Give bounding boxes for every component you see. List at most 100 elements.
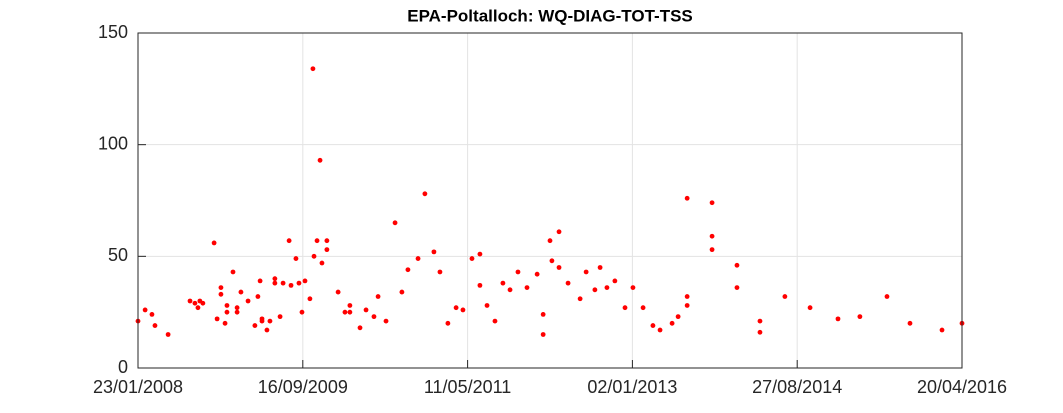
point <box>604 285 610 290</box>
point <box>684 195 690 201</box>
point <box>288 282 294 288</box>
point <box>230 269 236 275</box>
point <box>218 285 224 290</box>
point <box>259 318 265 324</box>
point <box>556 229 562 235</box>
point <box>835 316 841 322</box>
point <box>669 320 675 326</box>
point <box>218 291 224 297</box>
point <box>415 256 421 261</box>
x-tick-label: 02/01/2013 <box>587 377 677 397</box>
point <box>597 265 603 270</box>
y-tick-label: 150 <box>98 22 128 42</box>
point <box>224 309 230 315</box>
point <box>657 327 663 333</box>
point <box>363 307 369 313</box>
point <box>319 260 325 266</box>
point <box>252 323 258 328</box>
point <box>939 327 945 333</box>
point <box>238 289 244 295</box>
point <box>534 271 540 277</box>
point <box>650 323 656 328</box>
point <box>371 314 377 320</box>
point <box>234 305 240 311</box>
point <box>324 247 330 253</box>
point <box>640 305 646 311</box>
x-tick-label: 23/01/2008 <box>93 377 183 397</box>
point <box>142 307 148 313</box>
point <box>709 233 715 239</box>
point <box>335 289 341 295</box>
x-tick-label: 11/05/2011 <box>424 377 511 397</box>
point <box>907 320 913 326</box>
point <box>515 269 521 275</box>
point <box>272 276 278 282</box>
y-tick-label: 100 <box>98 133 128 153</box>
point <box>245 298 251 304</box>
point <box>524 285 530 290</box>
marks <box>135 66 965 337</box>
point <box>152 323 158 328</box>
point <box>857 314 863 320</box>
point <box>592 287 598 293</box>
point <box>583 269 589 275</box>
point <box>392 220 398 226</box>
point <box>314 238 320 244</box>
point <box>347 303 353 308</box>
point <box>709 247 715 253</box>
point <box>484 303 490 308</box>
point <box>342 309 348 315</box>
point <box>445 320 451 326</box>
point <box>734 262 740 268</box>
point <box>383 318 389 324</box>
point <box>630 285 636 290</box>
plot-area <box>138 33 962 368</box>
point <box>195 305 201 311</box>
point <box>264 327 270 333</box>
point <box>556 265 562 270</box>
point <box>375 294 381 299</box>
point <box>187 298 193 304</box>
point <box>296 280 302 286</box>
point <box>437 269 443 275</box>
point <box>500 280 506 286</box>
point <box>757 329 763 335</box>
point <box>267 318 273 324</box>
point <box>507 287 513 293</box>
point <box>477 251 483 257</box>
point <box>200 300 206 306</box>
point <box>224 303 230 308</box>
point <box>286 238 292 244</box>
point <box>277 314 283 320</box>
point <box>709 200 715 206</box>
point <box>317 157 323 163</box>
point <box>399 289 405 295</box>
point <box>460 307 466 313</box>
x-tick-label: 27/08/2014 <box>752 377 842 397</box>
y-tick-label: 50 <box>108 245 128 265</box>
point <box>540 312 546 317</box>
point <box>884 294 890 299</box>
point <box>577 296 583 302</box>
point <box>612 278 618 284</box>
point <box>222 320 228 326</box>
point <box>280 280 286 286</box>
point <box>357 325 363 331</box>
point <box>540 332 546 337</box>
y-tick-label: 0 <box>118 357 128 377</box>
point <box>255 294 261 299</box>
point <box>307 296 313 302</box>
point <box>469 256 475 261</box>
point <box>549 258 555 264</box>
point <box>492 318 498 324</box>
point <box>782 294 788 299</box>
point <box>565 280 571 286</box>
point <box>324 238 330 244</box>
point <box>477 282 483 288</box>
point <box>675 314 681 320</box>
point <box>684 294 690 299</box>
point <box>684 303 690 308</box>
point <box>431 249 437 255</box>
point <box>149 312 155 317</box>
